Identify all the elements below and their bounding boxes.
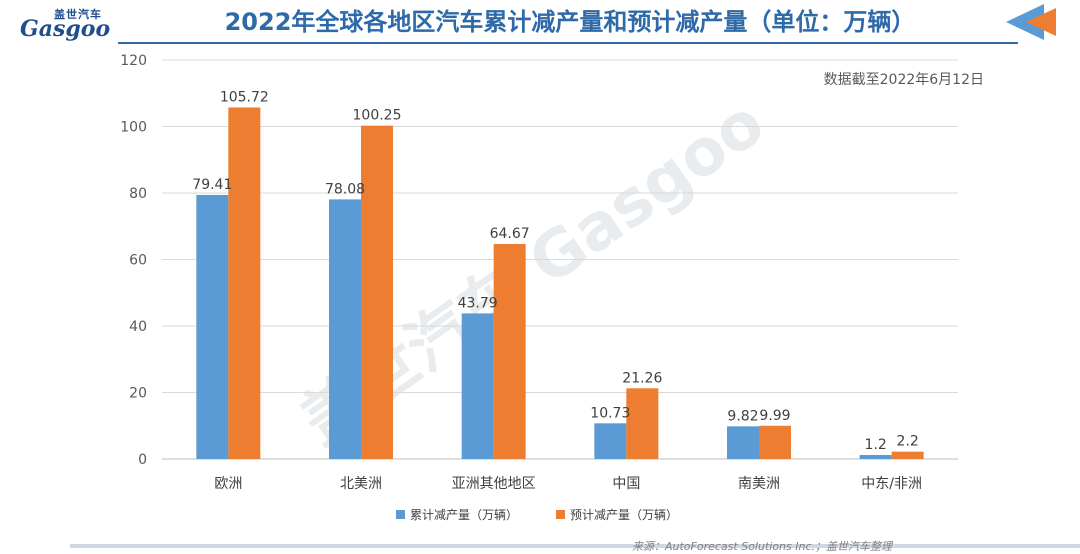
y-tick-label: 0 (138, 452, 147, 468)
chart-title: 2022年全球各地区汽车累计减产量和预计减产量（单位：万辆） (224, 8, 916, 36)
data-label: 2.2 (897, 434, 919, 450)
legend-swatch (556, 510, 565, 519)
bar-forecast (759, 425, 791, 459)
y-tick-label: 60 (129, 253, 147, 269)
y-tick-label: 40 (129, 319, 147, 335)
x-tick-label: 中东/非洲 (861, 476, 922, 492)
x-tick-label: 亚洲其他地区 (452, 476, 536, 492)
y-tick-label: 80 (129, 186, 147, 202)
corner-arrow-icon (1006, 4, 1056, 40)
data-label: 105.72 (220, 89, 269, 105)
data-label: 78.08 (325, 181, 365, 197)
bar-forecast (493, 243, 526, 459)
legend-label: 预计减产量（万辆） (570, 508, 678, 522)
source-note: 来源：AutoForecast Solutions Inc.；盖世汽车整理 (632, 540, 893, 553)
bar-cumulative (196, 194, 229, 460)
bars (196, 107, 924, 460)
y-tick-label: 100 (120, 120, 147, 136)
bar-cumulative (859, 455, 892, 459)
title-underline (118, 42, 1018, 44)
bar-forecast (626, 388, 659, 459)
legend: 累计减产量（万辆） 预计减产量（万辆） (396, 508, 678, 522)
x-tick-label: 北美洲 (340, 476, 382, 492)
data-label: 9.99 (759, 408, 790, 424)
data-labels: 79.41 105.72 78.08 100.25 43.79 64.67 10.73 21.… (192, 89, 919, 453)
logo-cn-text: 盖世汽车 (54, 8, 102, 21)
x-tick-label: 中国 (612, 476, 640, 492)
legend-label: 累计减产量（万辆） (410, 508, 518, 522)
data-label: 100.25 (353, 108, 402, 124)
bar-forecast (361, 125, 393, 459)
y-tick-label: 20 (129, 386, 147, 402)
data-label: 9.82 (727, 408, 758, 424)
y-axis-ticks: 0 20 40 60 80 100 120 (120, 53, 147, 468)
data-label: 10.73 (590, 405, 630, 421)
data-label: 21.26 (622, 370, 662, 386)
bar-cumulative (461, 313, 494, 459)
gasgoo-logo: 盖世汽车 Gasgoo (14, 6, 114, 46)
bottom-band (70, 544, 1080, 548)
bar-cumulative (727, 426, 759, 459)
data-label: 1.2 (865, 437, 887, 453)
x-tick-label: 南美洲 (738, 476, 780, 492)
logo-en-text: Gasgoo (20, 16, 111, 42)
legend-swatch (396, 510, 405, 519)
data-label: 43.79 (458, 295, 498, 311)
x-axis-ticks: 欧洲 北美洲 亚洲其他地区 中国 南美洲 中东/非洲 (214, 476, 922, 492)
data-label: 64.67 (490, 226, 530, 242)
bar-forecast (891, 451, 924, 459)
y-tick-label: 120 (120, 53, 147, 69)
bar-cumulative (594, 423, 627, 459)
gridlines (162, 59, 958, 460)
bar-cumulative (329, 199, 361, 459)
x-tick-label: 欧洲 (214, 476, 242, 492)
bar-forecast (228, 107, 261, 459)
data-label: 79.41 (192, 177, 232, 193)
data-date-note: 数据截至2022年6月12日 (823, 72, 984, 88)
